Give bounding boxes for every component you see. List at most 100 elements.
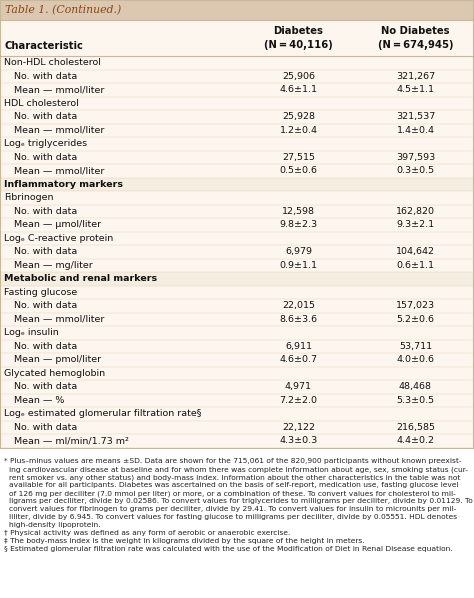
Bar — [0, 151, 474, 164]
Text: 5.2±0.6: 5.2±0.6 — [396, 315, 435, 324]
Text: 6,911: 6,911 — [285, 341, 312, 351]
Text: Diabetes
(N = 40,116): Diabetes (N = 40,116) — [264, 26, 333, 50]
Text: No. with data: No. with data — [14, 423, 77, 432]
Text: † Physical activity was defined as any form of aerobic or anaerobic exercise.: † Physical activity was defined as any f… — [4, 530, 291, 536]
Text: 5.3±0.5: 5.3±0.5 — [396, 396, 435, 405]
Bar — [0, 420, 474, 434]
Text: 321,267: 321,267 — [396, 72, 435, 81]
Bar — [0, 245, 474, 258]
Bar — [0, 353, 474, 367]
Bar — [0, 434, 474, 447]
Text: Mean — %: Mean — % — [14, 396, 64, 405]
Text: 4.5±1.1: 4.5±1.1 — [396, 86, 435, 94]
Text: 0.6±1.1: 0.6±1.1 — [396, 261, 435, 270]
Bar — [0, 407, 474, 420]
Text: Non-HDL cholesterol: Non-HDL cholesterol — [4, 58, 101, 67]
Text: 0.3±0.5: 0.3±0.5 — [396, 166, 435, 175]
Bar — [0, 0, 474, 20]
Bar — [0, 69, 474, 83]
Text: No. with data: No. with data — [14, 301, 77, 310]
Text: 27,515: 27,515 — [282, 152, 315, 161]
Text: No. with data: No. with data — [14, 207, 77, 216]
Text: convert values for fibrinogen to grams per deciliter, divide by 29.41. To conver: convert values for fibrinogen to grams p… — [9, 507, 456, 512]
Bar — [0, 313, 474, 326]
Text: 25,928: 25,928 — [282, 112, 315, 121]
Text: 157,023: 157,023 — [396, 301, 435, 310]
Text: 397,593: 397,593 — [396, 152, 435, 161]
Bar — [0, 20, 474, 56]
Text: 9.8±2.3: 9.8±2.3 — [280, 220, 318, 229]
Bar — [0, 83, 474, 96]
Bar — [0, 367, 474, 380]
Text: 22,122: 22,122 — [282, 423, 315, 432]
Text: Fasting glucose: Fasting glucose — [4, 288, 77, 297]
Text: available for all participants. Diabetes was ascertained on the basis of self-re: available for all participants. Diabetes… — [9, 483, 459, 489]
Text: 48,468: 48,468 — [399, 382, 432, 391]
Text: rent smoker vs. any other status) and body-mass index. Information about the oth: rent smoker vs. any other status) and bo… — [9, 474, 460, 481]
Text: 321,537: 321,537 — [396, 112, 435, 121]
Text: 4,971: 4,971 — [285, 382, 312, 391]
Bar — [0, 272, 474, 285]
Text: high-density lipoprotein.: high-density lipoprotein. — [9, 523, 100, 529]
Text: No. with data: No. with data — [14, 247, 77, 257]
Bar — [0, 137, 474, 151]
Text: 4.0±0.6: 4.0±0.6 — [396, 355, 435, 364]
Text: 0.9±1.1: 0.9±1.1 — [280, 261, 318, 270]
Text: HDL cholesterol: HDL cholesterol — [4, 99, 79, 108]
Bar — [0, 191, 474, 205]
Text: Mean — pmol/liter: Mean — pmol/liter — [14, 355, 101, 364]
Text: Mean — mg/liter: Mean — mg/liter — [14, 261, 93, 270]
Bar — [0, 110, 474, 124]
Text: No. with data: No. with data — [14, 112, 77, 121]
Text: Mean — mmol/liter: Mean — mmol/liter — [14, 166, 104, 175]
Text: Logₑ estimated glomerular filtration rate§: Logₑ estimated glomerular filtration rat… — [4, 409, 201, 418]
Text: ing cardiovascular disease at baseline and for whom there was complete informati: ing cardiovascular disease at baseline a… — [9, 466, 468, 473]
Text: * Plus–minus values are means ±SD. Data are shown for the 715,061 of the 820,900: * Plus–minus values are means ±SD. Data … — [4, 459, 462, 465]
Text: No. with data: No. with data — [14, 341, 77, 351]
Text: Mean — ml/min/1.73 m²: Mean — ml/min/1.73 m² — [14, 437, 129, 446]
Text: Glycated hemoglobin: Glycated hemoglobin — [4, 369, 105, 378]
Text: Inflammatory markers: Inflammatory markers — [4, 180, 123, 189]
Text: 1.4±0.4: 1.4±0.4 — [396, 126, 435, 135]
Text: 6,979: 6,979 — [285, 247, 312, 257]
Text: 4.3±0.3: 4.3±0.3 — [279, 437, 318, 446]
Text: 4.6±1.1: 4.6±1.1 — [280, 86, 318, 94]
Text: liliter, divide by 6.945. To convert values for fasting glucose to milligrams pe: liliter, divide by 6.945. To convert val… — [9, 514, 457, 520]
Text: Logₑ triglycerides: Logₑ triglycerides — [4, 139, 87, 148]
Bar — [0, 231, 474, 245]
Bar — [0, 326, 474, 340]
Text: 4.6±0.7: 4.6±0.7 — [280, 355, 318, 364]
Text: 8.6±3.6: 8.6±3.6 — [280, 315, 318, 324]
Text: of 126 mg per deciliter (7.0 mmol per liter) or more, or a combination of these.: of 126 mg per deciliter (7.0 mmol per li… — [9, 490, 456, 497]
Text: ligrams per deciliter, divide by 0.02586. To convert values for triglycerides to: ligrams per deciliter, divide by 0.02586… — [9, 499, 473, 505]
Text: Characteristic: Characteristic — [5, 41, 84, 51]
Text: 25,906: 25,906 — [282, 72, 315, 81]
Text: 9.3±2.1: 9.3±2.1 — [396, 220, 435, 229]
Bar — [0, 380, 474, 393]
Text: Fibrinogen: Fibrinogen — [4, 193, 54, 202]
Bar — [0, 124, 474, 137]
Text: ‡ The body-mass index is the weight in kilograms divided by the square of the he: ‡ The body-mass index is the weight in k… — [4, 539, 365, 545]
Bar — [0, 178, 474, 191]
Text: No. with data: No. with data — [14, 72, 77, 81]
Bar — [0, 96, 474, 110]
Text: 53,711: 53,711 — [399, 341, 432, 351]
Text: 7.2±2.0: 7.2±2.0 — [280, 396, 318, 405]
Text: No. with data: No. with data — [14, 152, 77, 161]
Text: Mean — mmol/liter: Mean — mmol/liter — [14, 126, 104, 135]
Text: 162,820: 162,820 — [396, 207, 435, 216]
Text: 104,642: 104,642 — [396, 247, 435, 257]
Text: Table 1. (Continued.): Table 1. (Continued.) — [5, 5, 121, 15]
Text: 216,585: 216,585 — [396, 423, 435, 432]
Bar — [0, 205, 474, 218]
Text: 4.4±0.2: 4.4±0.2 — [396, 437, 435, 446]
Text: Logₑ insulin: Logₑ insulin — [4, 328, 59, 337]
Bar — [0, 258, 474, 272]
Text: No. with data: No. with data — [14, 382, 77, 391]
Bar — [0, 164, 474, 178]
Text: § Estimated glomerular filtration rate was calculated with the use of the Modifi: § Estimated glomerular filtration rate w… — [4, 547, 453, 553]
Text: Mean — mmol/liter: Mean — mmol/liter — [14, 315, 104, 324]
Text: Metabolic and renal markers: Metabolic and renal markers — [4, 274, 157, 283]
Bar — [0, 285, 474, 299]
Bar — [0, 218, 474, 231]
